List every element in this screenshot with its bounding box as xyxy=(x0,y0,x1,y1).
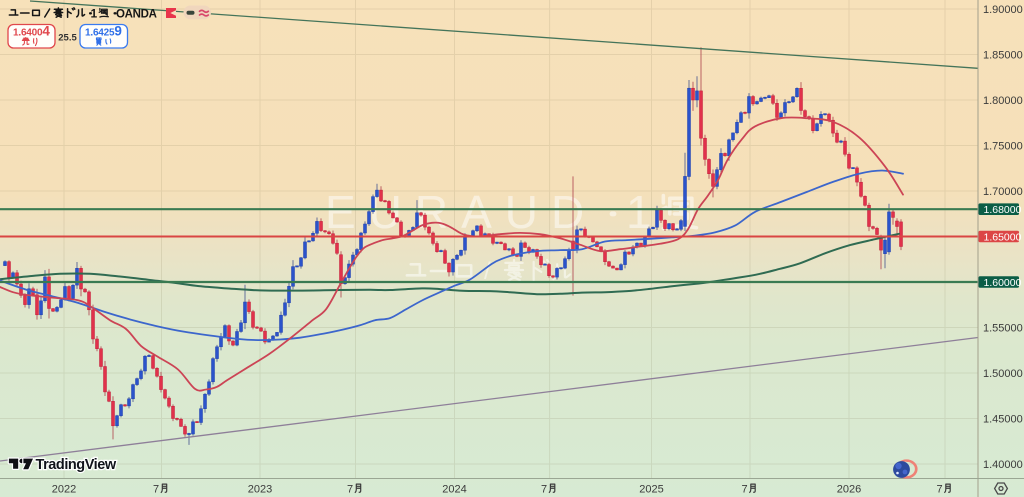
svg-text:1.75000: 1.75000 xyxy=(983,140,1023,152)
svg-text:25.5: 25.5 xyxy=(58,33,77,44)
svg-text:/: / xyxy=(484,258,491,285)
svg-text:7: 7 xyxy=(347,484,353,496)
svg-text:OANDA: OANDA xyxy=(116,9,157,21)
svg-text:1.70000: 1.70000 xyxy=(983,186,1023,198)
svg-text:TradingView: TradingView xyxy=(36,457,117,473)
svg-text:1.64259: 1.64259 xyxy=(85,24,122,39)
svg-text:1.55000: 1.55000 xyxy=(983,322,1023,334)
svg-text:7: 7 xyxy=(541,484,547,496)
svg-text:7: 7 xyxy=(936,484,942,496)
svg-text:7: 7 xyxy=(741,484,747,496)
svg-text:1: 1 xyxy=(91,7,98,21)
svg-text:7: 7 xyxy=(153,484,159,496)
svg-text:1.64004: 1.64004 xyxy=(13,24,50,39)
svg-text:2024: 2024 xyxy=(442,484,466,496)
svg-text:1.50000: 1.50000 xyxy=(983,368,1023,380)
svg-text:2022: 2022 xyxy=(52,484,76,496)
svg-text:2026: 2026 xyxy=(837,484,861,496)
svg-text:1.65000: 1.65000 xyxy=(984,231,1022,243)
svg-text:1.40000: 1.40000 xyxy=(983,459,1023,471)
svg-text:1.85000: 1.85000 xyxy=(983,49,1023,61)
svg-text:1.80000: 1.80000 xyxy=(983,95,1023,107)
svg-text:1.45000: 1.45000 xyxy=(983,413,1023,425)
svg-text:1.60000: 1.60000 xyxy=(984,277,1022,289)
svg-text:1.68000: 1.68000 xyxy=(984,204,1022,216)
svg-text:2023: 2023 xyxy=(248,484,272,496)
svg-text:2025: 2025 xyxy=(639,484,663,496)
svg-text:1.90000: 1.90000 xyxy=(983,4,1023,16)
